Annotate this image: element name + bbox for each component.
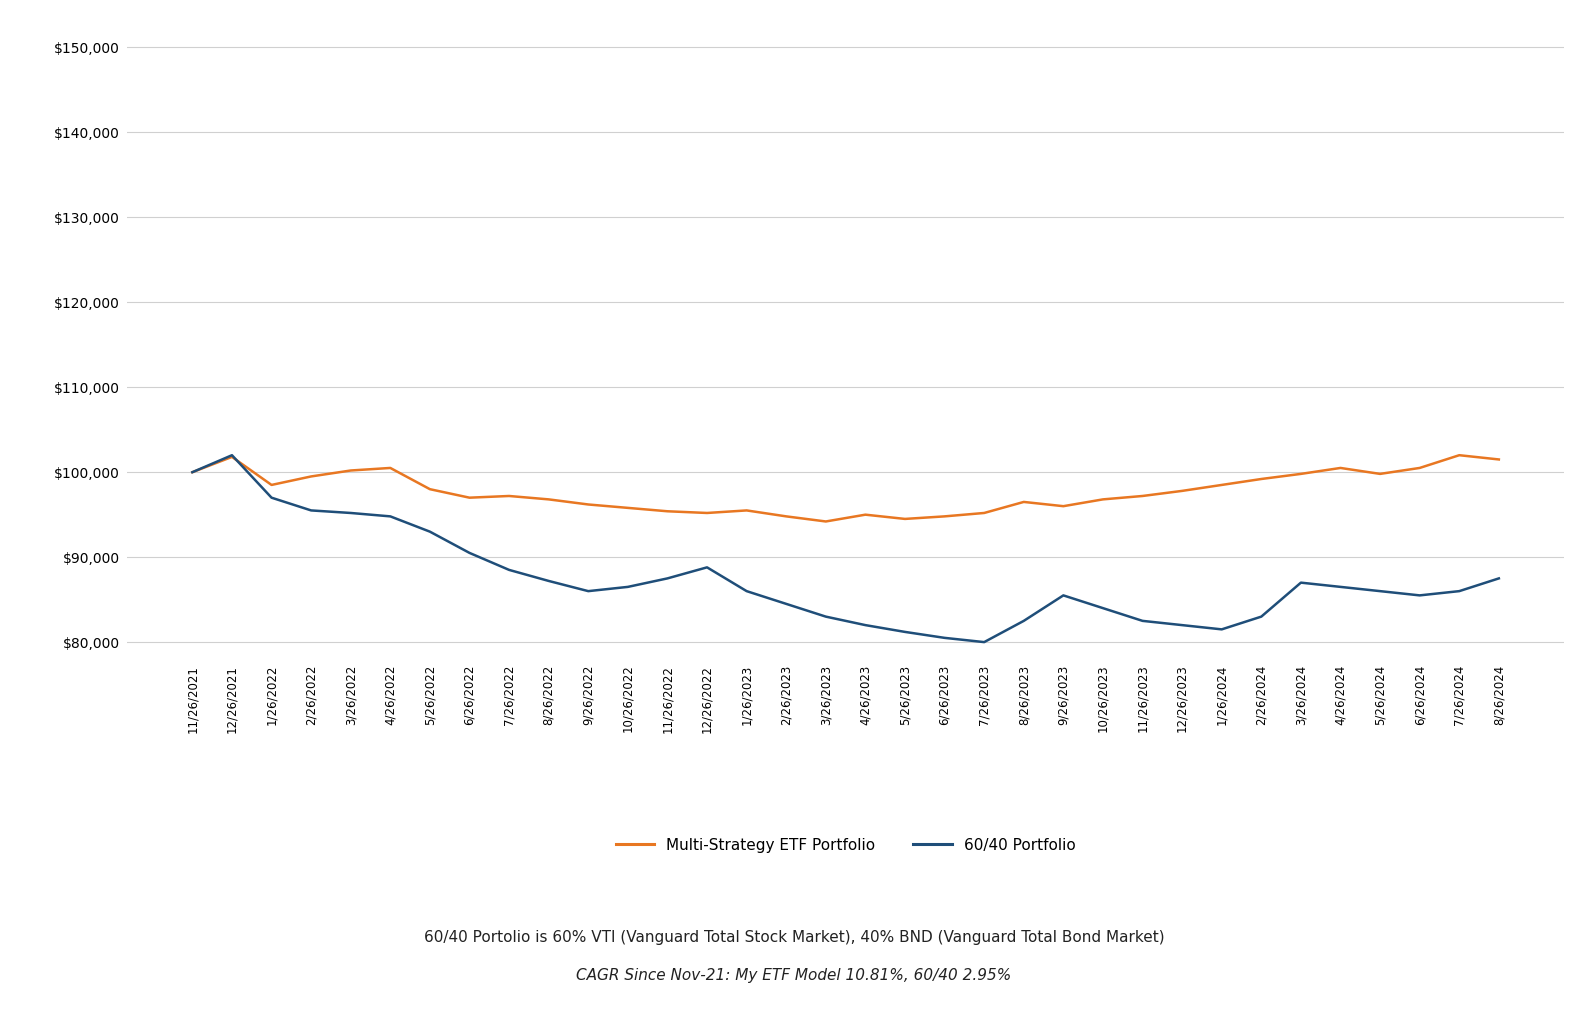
Legend: Multi-Strategy ETF Portfolio, 60/40 Portfolio: Multi-Strategy ETF Portfolio, 60/40 Port… (610, 831, 1081, 859)
Text: CAGR Since Nov-21: My ETF Model 10.81%, 60/40 2.95%: CAGR Since Nov-21: My ETF Model 10.81%, … (576, 968, 1012, 983)
Text: 60/40 Portolio is 60% VTI (Vanguard Total Stock Market), 40% BND (Vanguard Total: 60/40 Portolio is 60% VTI (Vanguard Tota… (424, 931, 1164, 945)
